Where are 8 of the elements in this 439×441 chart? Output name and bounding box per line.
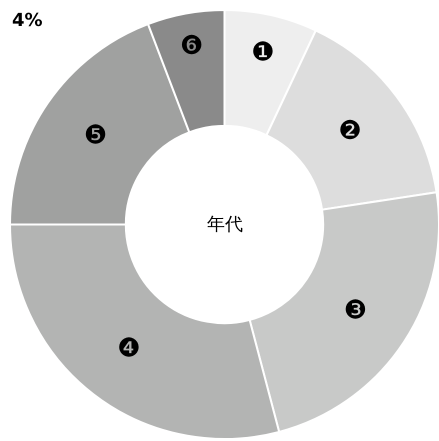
slice-label: ❺	[84, 120, 108, 151]
slice-label: ❷	[338, 116, 362, 146]
slice-label: ❶	[251, 38, 275, 68]
slice-label: ❸	[344, 295, 368, 326]
slice-label: ❻	[180, 30, 204, 61]
slice-label: ❹	[117, 334, 141, 364]
text: 4%	[12, 10, 43, 31]
text: 年代	[207, 214, 243, 235]
